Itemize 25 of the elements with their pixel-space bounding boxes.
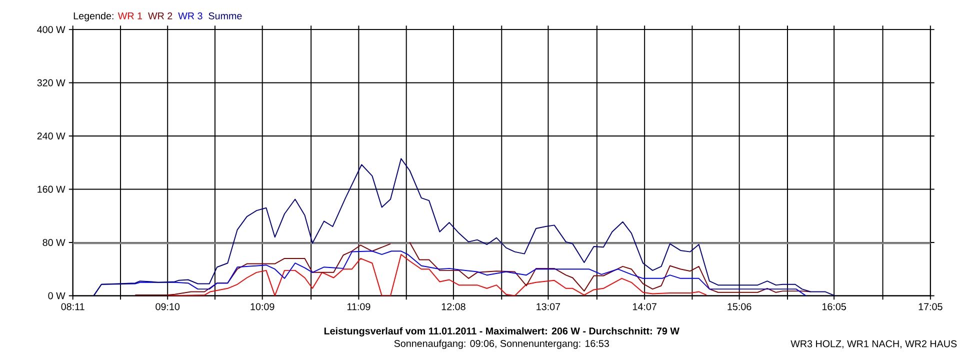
x-tick-label: 12:08 <box>442 303 466 310</box>
y-tick-label: 80 W <box>42 239 66 246</box>
x-tick-label: 15:06 <box>728 303 752 310</box>
x-tick-label: 08:11 <box>61 303 84 310</box>
y-tick-label: 160 W <box>38 186 66 193</box>
text: WR 2 <box>148 12 172 20</box>
x-tick-label: 14:07 <box>632 303 656 310</box>
line-series <box>93 158 836 296</box>
y-tick-label: 400 W <box>37 26 66 34</box>
x-tick-label: 17:05 <box>918 303 942 310</box>
y-tick-label: 0 W <box>48 292 66 300</box>
text: WR 1 <box>118 12 142 20</box>
text: Leistungsverlauf vom 11.01.2011 - Maximalwert: 206 W - Durchschnitt: 79 W <box>324 327 680 337</box>
text: WR3 HOLZ, WR1 NACH, WR2 HAUS <box>790 340 957 348</box>
text: Sonnenaufgang: 09:06, Sonnenuntergang: 16:53 <box>394 340 609 349</box>
x-tick-label: 11:09 <box>347 303 370 310</box>
x-tick-label: 16:05 <box>822 303 846 310</box>
y-tick-label: 240 W <box>37 132 66 140</box>
x-tick-label: 10:09 <box>250 303 274 310</box>
y-tick-label: 320 W <box>37 79 66 86</box>
text: WR 3 <box>178 12 202 20</box>
text: Summe <box>208 12 242 20</box>
x-tick-label: 09:10 <box>156 303 180 310</box>
legend-title: Legende: <box>74 12 114 22</box>
x-tick-label: 13:07 <box>536 303 560 310</box>
